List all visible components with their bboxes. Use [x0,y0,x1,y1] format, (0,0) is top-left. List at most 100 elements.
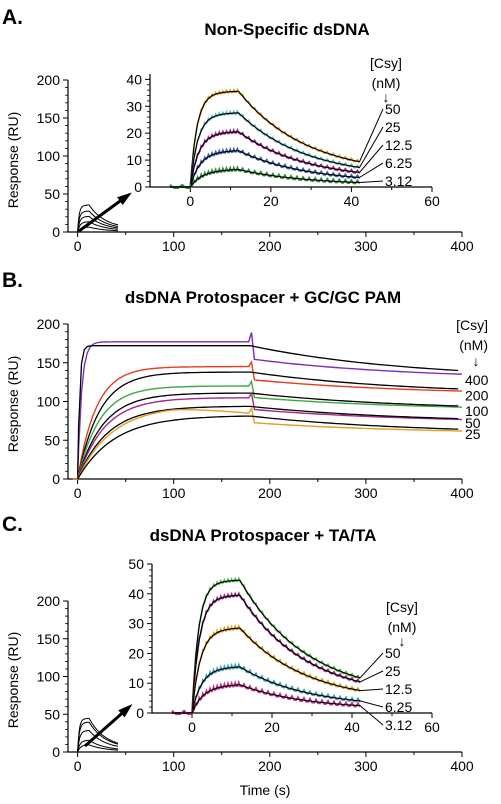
main-x-tick-label: 200 [258,238,282,254]
main-y-tick-label: 100 [37,148,61,164]
main-series-3.12 [72,744,118,753]
legend-arrow: ↓ [383,89,390,105]
inset-series-6.25 [171,662,361,715]
inset-x-tick-label: 40 [344,719,360,735]
concentration-label: 50 [385,101,401,117]
main-x-tick-label: 0 [74,485,82,501]
inset-x-tick-label: 0 [188,719,196,735]
concentration-label: 6.25 [385,699,412,715]
inset-y-tick-label: 10 [128,675,144,691]
label-leader [359,162,384,178]
main-x-tick-label: 400 [450,758,474,774]
main-y-tick-label: 150 [37,110,61,126]
inset-y-tick-label: 30 [128,616,144,632]
inset-y-tick-label: 40 [128,586,144,602]
concentration-label: 6.25 [385,155,412,171]
panel-3: C. dsDNA Protospacer + TA/TA Response (RU)… [2,513,474,798]
y-axis-label: Response (RU) [5,356,21,452]
main-x-tick-label: 300 [354,238,378,254]
inset-series-6.25 [169,146,361,189]
main-y-tick-label: 150 [37,631,61,647]
y-axis-label: Response (RU) [5,632,21,728]
legend-unit: (nM) [388,619,417,635]
concentration-label: 3.12 [385,717,412,733]
chart-title: Non-Specific dsDNA [204,20,369,39]
series-line-25 [72,406,463,480]
inset-plot: 0 10 20 30 40 0 20 40 60 50 25 12.5 6.25 3.12 [126,71,440,209]
main-y-tick-label: 200 [37,72,61,88]
inset-y-tick-label: 40 [126,71,142,87]
series-line-400 [72,332,463,480]
main-y-tick-label: 0 [52,224,60,240]
main-y-tick-label: 200 [37,316,61,332]
main-x-tick-label: 0 [74,238,82,254]
inset-fit-6.25 [172,666,361,714]
concentration-label: 12.5 [385,137,412,153]
main-series-25 [72,210,119,233]
legend-unit: (nM) [459,337,488,353]
series-line-100 [72,379,463,480]
concentration-label: 25 [465,426,481,442]
label-leader [359,652,384,679]
series-line-50 [72,391,463,480]
label-leader [359,705,384,726]
inset-x-tick-label: 60 [424,193,440,209]
main-x-tick-label: 0 [74,758,82,774]
label-leader [359,108,384,162]
inset-fit-3.12 [170,168,360,188]
inset-fit-3.12 [172,684,361,714]
inset-fit-12.5 [170,131,360,188]
inset-fit-25 [170,112,360,188]
main-series-6.25 [72,221,118,233]
main-x-tick-label: 400 [450,485,474,501]
legend-title: [Csy] [456,317,488,333]
legend-arrow: ↓ [473,353,480,369]
main-y-tick-label: 50 [44,706,60,722]
zoom-arrow [84,706,129,748]
concentration-label: 50 [385,645,401,661]
label-leader [359,180,384,183]
fit-line-50 [77,405,459,480]
panel-letter: B. [2,269,23,292]
concentration-label: 50 [465,415,481,431]
zoom-arrow-head [118,704,133,718]
fit-line-200 [76,371,459,480]
inset-y-tick-label: 0 [136,705,144,721]
legend-arrow: ↓ [399,633,406,649]
main-series-25 [72,721,119,753]
main-x-tick-label: 300 [354,758,378,774]
label-leader [359,688,384,692]
main-x-tick-label: 100 [162,758,186,774]
legend-unit: (nM) [372,75,401,91]
legend-title: [Csy] [386,599,418,615]
main-x-tick-label: 100 [162,485,186,501]
zoom-arrow [78,194,128,233]
main-x-tick-label: 100 [162,238,186,254]
main-series-12.5 [72,730,119,753]
concentration-label: 100 [465,403,489,419]
main-y-tick-label: 50 [44,186,60,202]
inset-y-tick-label: 0 [134,179,142,195]
inset-y-tick-label: 10 [126,152,142,168]
inset-fit-50 [172,579,361,714]
fit-line-400 [76,345,459,480]
main-series-50 [72,204,119,233]
fit-line-100 [76,392,459,480]
inset-fit-12.5 [172,627,361,714]
chart-title: dsDNA Protospacer + GC/GC PAM [125,288,401,307]
main-x-tick-label: 400 [450,238,474,254]
concentration-label: 12.5 [385,681,412,697]
main-y-tick-label: 100 [37,394,61,410]
main-y-tick-label: 0 [52,744,60,760]
inset-x-tick-label: 20 [264,719,280,735]
main-y-tick-label: 0 [52,471,60,487]
inset-fit-6.25 [170,150,360,188]
concentration-label: 25 [385,663,401,679]
main-x-tick-label: 300 [354,485,378,501]
series-line-200 [72,360,463,480]
inset-fit-25 [172,594,361,714]
label-leader [359,144,384,173]
label-leader [359,126,384,168]
